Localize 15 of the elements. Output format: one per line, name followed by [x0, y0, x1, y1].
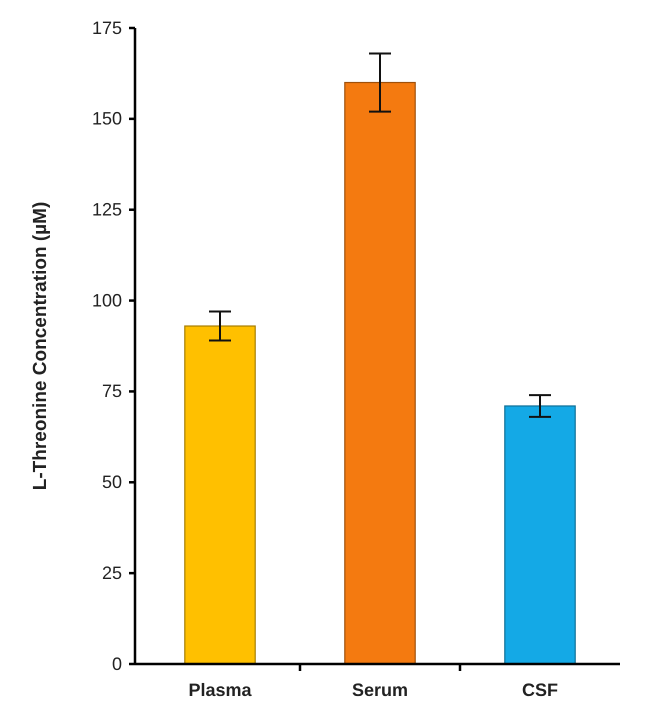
y-tick-label: 100 [92, 290, 122, 310]
y-tick-label: 75 [102, 381, 122, 402]
y-tick-label: 125 [92, 199, 122, 220]
x-tick-label: Serum [352, 680, 408, 700]
bar [504, 405, 576, 665]
y-tick-label: 25 [102, 562, 122, 583]
y-axis-title: L-Threonine Concentration (µM) [30, 202, 51, 490]
x-tick-label: Plasma [188, 680, 253, 700]
bar [344, 82, 416, 665]
bar [184, 325, 256, 665]
y-tick-label: 150 [92, 108, 122, 129]
y-tick-label: 175 [92, 18, 122, 38]
y-tick-label: 50 [102, 472, 122, 492]
y-tick-label: 0 [112, 654, 122, 674]
x-tick-label: CSF [522, 680, 558, 700]
